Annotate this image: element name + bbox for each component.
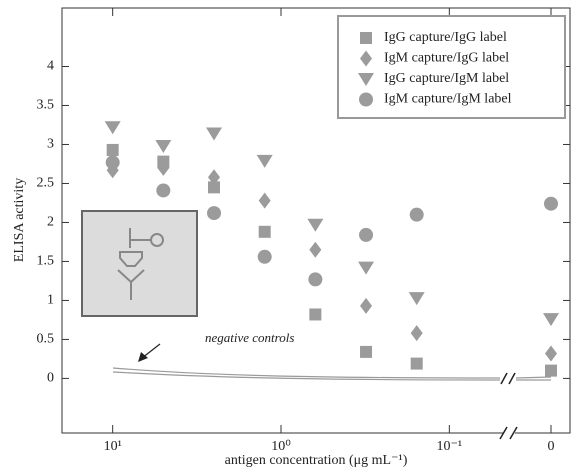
plot-frame: [61, 7, 571, 434]
break-slash: [509, 426, 518, 440]
x-axis-label: antigen concentration (μg mL⁻¹): [225, 453, 408, 468]
marker: [309, 308, 322, 321]
marker: [359, 92, 373, 107]
marker: [543, 313, 559, 327]
marker: [157, 159, 170, 176]
marker: [307, 218, 324, 232]
marker: [359, 227, 374, 242]
x-tick-label: 10¹: [104, 439, 122, 454]
legend-box: [337, 15, 566, 119]
control-line: [112, 371, 501, 381]
marker: [206, 127, 223, 141]
y-tick-label: 0.5: [37, 332, 55, 347]
marker: [258, 225, 271, 238]
break-gap: [503, 428, 515, 438]
marker: [258, 192, 271, 209]
inset: [81, 210, 198, 317]
legend-label: IgG capture/IgG label: [384, 30, 507, 45]
control-line: [112, 367, 501, 379]
legend: IgG capture/IgG label IgM capture/IgG lab…: [337, 15, 566, 119]
break-slash: [499, 426, 508, 440]
x-tick-label: 10⁰: [271, 439, 291, 454]
marker: [256, 154, 273, 168]
x-tick-label: 0: [548, 439, 555, 454]
x-tick-label: 10⁻¹: [437, 439, 463, 454]
legend-label: IgG capture/IgM label: [384, 71, 509, 86]
y-tick-label: 4: [47, 59, 54, 74]
y-tick-label: 3: [47, 137, 54, 152]
marker: [156, 183, 171, 198]
inset-shape: [150, 233, 164, 247]
y-tick-label: 1: [47, 293, 54, 308]
marker: [207, 206, 222, 221]
marker: [358, 73, 374, 86]
marker: [410, 325, 423, 342]
marker: [544, 196, 558, 211]
break-slash: [508, 372, 516, 385]
y-tick-label: 2.5: [37, 176, 55, 191]
marker: [106, 143, 119, 156]
break-slash: [500, 372, 508, 385]
y-axis-label: ELISA activity: [12, 178, 27, 262]
marker: [408, 292, 425, 306]
marker: [410, 357, 423, 370]
marker: [155, 140, 172, 154]
inset-box: [81, 210, 198, 317]
marker: [360, 297, 373, 314]
marker: [104, 121, 121, 135]
annotation-arrowhead: [138, 352, 148, 362]
marker: [308, 272, 323, 287]
control-line: [515, 376, 552, 379]
marker: [545, 345, 557, 362]
negative-control-lines: [112, 367, 552, 381]
y-tick-label: 2: [47, 215, 54, 230]
marker: [358, 261, 375, 275]
marker: [309, 241, 322, 258]
y-tick-label: 3.5: [37, 98, 55, 113]
annotation: negative controls: [205, 330, 294, 345]
y-tick-label: 0: [47, 371, 54, 386]
marker: [409, 207, 424, 222]
inset-shape: [119, 251, 143, 267]
legend-label: IgM capture/IgM label: [384, 92, 512, 107]
marker: [208, 181, 221, 194]
marker: [360, 32, 372, 44]
marker: [360, 50, 372, 67]
marker: [360, 345, 373, 358]
break-marks: [499, 372, 518, 440]
marker: [208, 169, 221, 186]
marker: [257, 249, 272, 264]
marker: [105, 155, 120, 170]
marker: [545, 364, 557, 377]
legend-label: IgM capture/IgG label: [384, 51, 509, 66]
y-tick-label: 1.5: [37, 254, 55, 269]
